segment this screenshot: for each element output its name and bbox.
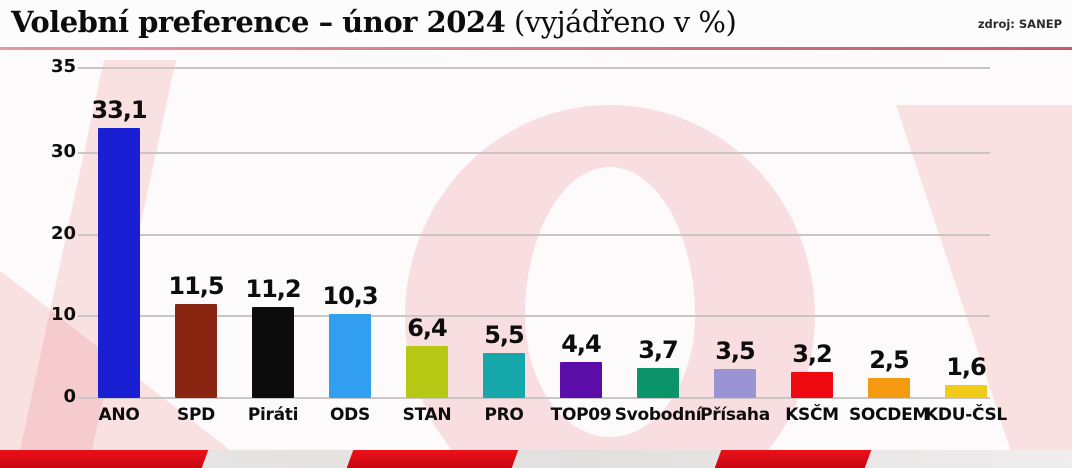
brand-band-segment (346, 450, 519, 468)
brand-band-segment (714, 450, 872, 468)
y-axis-tick-label: 35 (50, 56, 76, 77)
bottom-brand-band (0, 450, 1072, 468)
title-main: Volební preference – únor 2024 (11, 5, 506, 39)
bar-SOCDEM (868, 378, 910, 398)
bar-category-label: STAN (402, 405, 452, 425)
bar-value-label: 3,7 (638, 336, 679, 364)
y-axis-tick-label: 30 (50, 141, 76, 163)
bar-category-label: KDU-ČSL (925, 405, 1007, 425)
bar-category-label: ODS (330, 405, 370, 425)
bar-category-label: Svobodní (614, 405, 702, 425)
bar-Přísaha (714, 369, 756, 398)
bar-SPD (175, 304, 217, 398)
bar-category-label: TOP09 (550, 405, 612, 425)
bar-KSČM (791, 372, 833, 398)
bar-Piráti (252, 307, 294, 398)
bar-value-label: 3,5 (715, 337, 756, 365)
bar-value-label: 1,6 (946, 353, 987, 381)
title-divider-line (0, 47, 1072, 50)
source-label: zdroj: SANEP (977, 17, 1062, 31)
brand-band-segment (0, 450, 209, 468)
bar-PRO (483, 353, 525, 398)
y-gridline-0 (78, 397, 990, 399)
y-gridline-30 (78, 152, 990, 155)
bar-value-label: 33,1 (91, 96, 147, 124)
y-axis-tick-label: 20 (50, 222, 76, 244)
bar-Svobodní (637, 368, 679, 398)
bar-category-label: SPD (177, 405, 215, 425)
page-title: Volební preference – únor 2024 (vyjádřen… (11, 2, 737, 42)
bar-value-label: 5,5 (484, 321, 525, 349)
bar-category-label: Přísaha (700, 405, 770, 425)
bar-value-label: 2,5 (869, 346, 910, 374)
bar-ANO (98, 128, 140, 398)
bar-category-label: KSČM (785, 405, 839, 425)
title-suffix: (vyjádřeno v %) (505, 5, 737, 39)
bar-KDU-ČSL (945, 385, 987, 398)
bar-value-label: 10,3 (322, 282, 378, 310)
bar-STAN (406, 346, 448, 398)
bar-category-label: ANO (98, 405, 140, 425)
bar-value-label: 6,4 (407, 314, 448, 342)
bar-value-label: 11,2 (245, 275, 301, 303)
bar-value-label: 11,5 (168, 272, 224, 300)
bar-category-label: SOCDEM (848, 405, 929, 425)
bar-TOP09 (560, 362, 602, 398)
header: Volební preference – únor 2024 (vyjádřen… (0, 0, 1072, 47)
bar-ODS (329, 314, 371, 398)
bar-value-label: 4,4 (561, 330, 602, 358)
bar-category-label: Piráti (247, 405, 299, 425)
y-gridline-10 (78, 315, 990, 318)
y-gridline-35 (78, 67, 990, 69)
y-axis-tick-label: 10 (50, 304, 76, 326)
y-gridline-20 (78, 233, 990, 236)
bar-chart: 0 10 20 30 35 33,1 ANO 11,5 SPD 11,2 Piráti 10,3 ODS… (0, 50, 1072, 450)
bar-value-label: 3,2 (792, 340, 833, 368)
bar-category-label: PRO (484, 405, 524, 425)
y-axis-tick-label: 0 (63, 386, 76, 407)
